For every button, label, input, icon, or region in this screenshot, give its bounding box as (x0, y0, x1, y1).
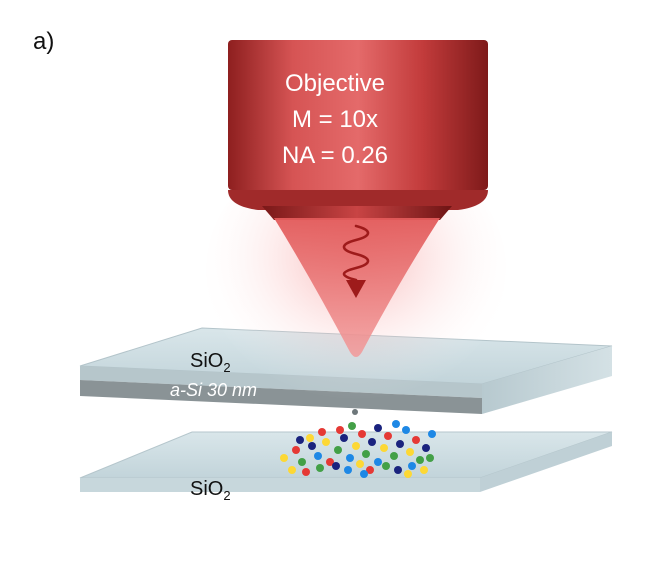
nanoparticle (356, 460, 364, 468)
nanoparticle (292, 446, 300, 454)
nanoparticle (322, 438, 330, 446)
nanoparticle (394, 466, 402, 474)
nanoparticle (358, 430, 366, 438)
nanoparticle (366, 466, 374, 474)
nanoparticle (374, 458, 382, 466)
nanoparticle (308, 442, 316, 450)
nanoparticle (406, 448, 414, 456)
nanoparticle (296, 436, 304, 444)
bottom-oxide-label: SiO2 (190, 478, 231, 503)
nanoparticle (374, 424, 382, 432)
nanoparticle (352, 442, 360, 450)
objective-aperture: NA = 0.26 (281, 142, 389, 169)
nanoparticle (344, 466, 352, 474)
focus-spot (352, 409, 358, 415)
nanoparticle (340, 434, 348, 442)
nanoparticle (306, 434, 314, 442)
nanoparticle (334, 446, 342, 454)
a-si-film-layer (80, 380, 482, 414)
objective-title: Objective (284, 70, 386, 97)
wave-arrow-icon (342, 224, 370, 298)
nanoparticle (368, 438, 376, 446)
nanoparticle (326, 458, 334, 466)
bottom-substrate (79, 431, 613, 492)
nanoparticle (362, 450, 370, 458)
nanoparticle (408, 462, 416, 470)
nanoparticle (412, 436, 420, 444)
nanoparticle (348, 422, 356, 430)
nanoparticle (360, 470, 368, 478)
nanoparticle (402, 426, 410, 434)
nanoparticle (332, 462, 340, 470)
nanoparticle (280, 454, 288, 462)
nanoparticle (380, 444, 388, 452)
film-label: a-Si 30 nm (170, 380, 258, 400)
nanoparticle (302, 468, 310, 476)
nanoparticle (390, 452, 398, 460)
nanoparticle (318, 428, 326, 436)
nanoparticle (428, 430, 436, 438)
nanoparticle (288, 466, 296, 474)
nanoparticle-cluster (280, 420, 436, 478)
nanoparticle (336, 426, 344, 434)
nanoparticle (346, 454, 354, 462)
nanoparticle (392, 420, 400, 428)
nanoparticle (384, 432, 392, 440)
objective-magnification: M = 10x (291, 106, 379, 133)
top-oxide-label: SiO2 (190, 350, 231, 375)
objective-lens (228, 40, 488, 220)
nanoparticle (396, 440, 404, 448)
nanoparticle (316, 464, 324, 472)
nanoparticle (422, 444, 430, 452)
nanoparticle (420, 466, 428, 474)
nanoparticle (404, 470, 412, 478)
nanoparticle (382, 462, 390, 470)
nanoparticle (298, 458, 306, 466)
panel-label: a) (33, 28, 55, 55)
nanoparticle (426, 454, 434, 462)
nanoparticle (416, 456, 424, 464)
nanoparticle (314, 452, 322, 460)
